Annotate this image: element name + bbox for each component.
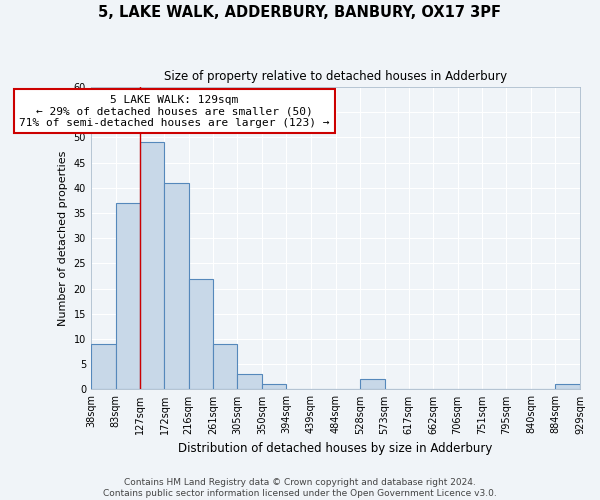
- X-axis label: Distribution of detached houses by size in Adderbury: Distribution of detached houses by size …: [178, 442, 493, 455]
- Bar: [360, 380, 385, 390]
- Bar: [214, 344, 238, 390]
- Y-axis label: Number of detached properties: Number of detached properties: [58, 150, 68, 326]
- Bar: [188, 278, 214, 390]
- Bar: [164, 182, 188, 390]
- Text: 5, LAKE WALK, ADDERBURY, BANBURY, OX17 3PF: 5, LAKE WALK, ADDERBURY, BANBURY, OX17 3…: [98, 5, 502, 20]
- Bar: [262, 384, 286, 390]
- Text: Contains HM Land Registry data © Crown copyright and database right 2024.
Contai: Contains HM Land Registry data © Crown c…: [103, 478, 497, 498]
- Bar: [91, 344, 116, 390]
- Bar: [140, 142, 164, 390]
- Bar: [238, 374, 262, 390]
- Title: Size of property relative to detached houses in Adderbury: Size of property relative to detached ho…: [164, 70, 507, 83]
- Text: 5 LAKE WALK: 129sqm
← 29% of detached houses are smaller (50)
71% of semi-detach: 5 LAKE WALK: 129sqm ← 29% of detached ho…: [19, 94, 329, 128]
- Bar: [555, 384, 580, 390]
- Bar: [116, 203, 140, 390]
